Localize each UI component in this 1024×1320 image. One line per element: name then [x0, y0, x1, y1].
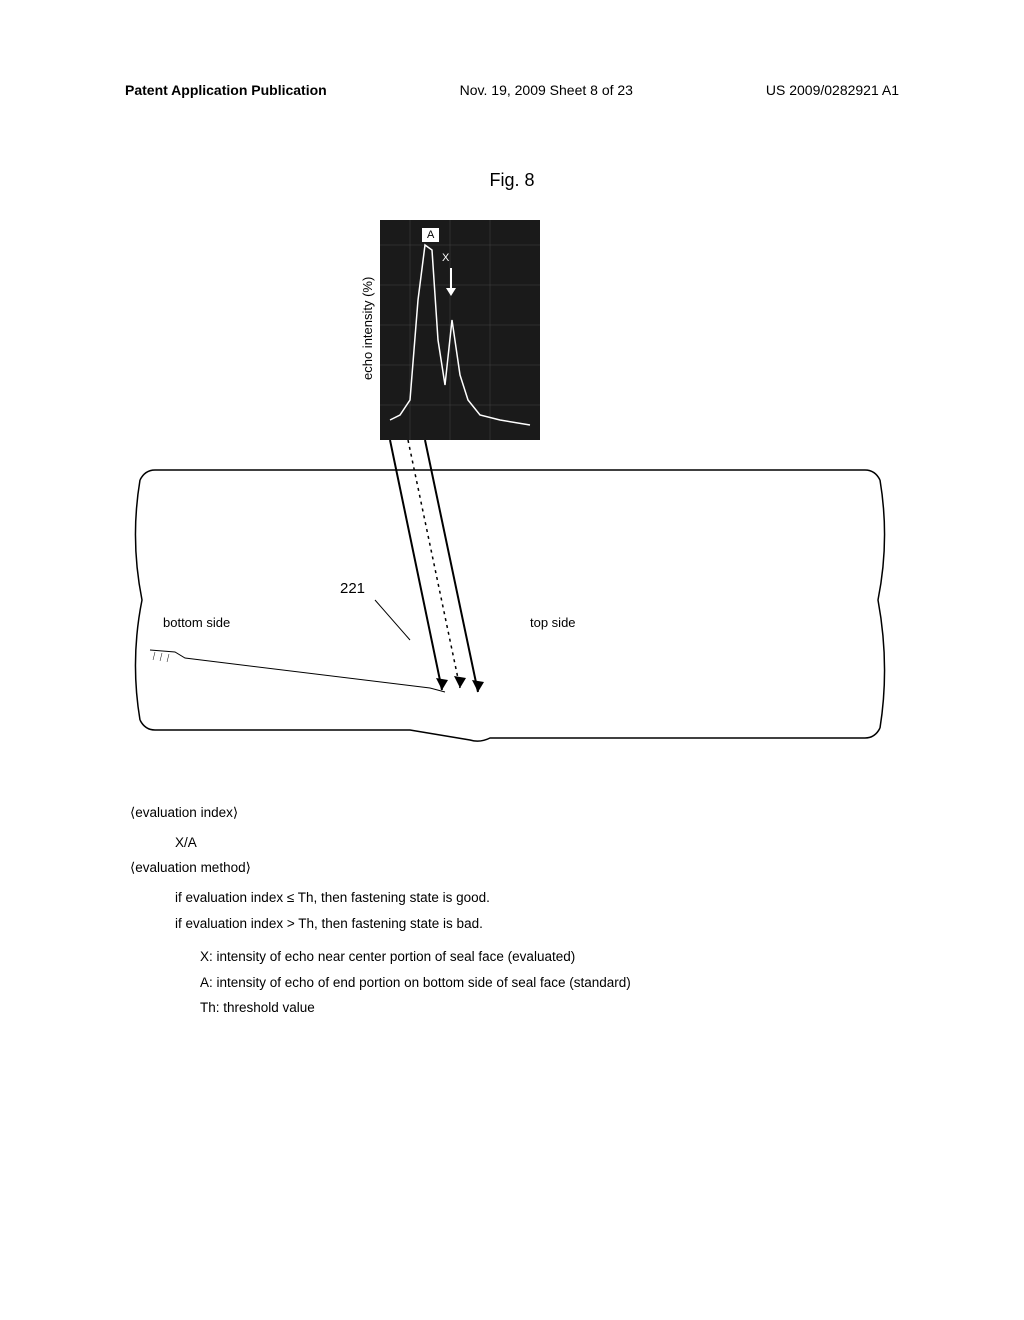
- def-th: Th: threshold value: [130, 995, 894, 1021]
- header-center: Nov. 19, 2009 Sheet 8 of 23: [460, 82, 633, 98]
- page-header: Patent Application Publication Nov. 19, …: [0, 82, 1024, 98]
- bottom-side-label: bottom side: [163, 615, 230, 630]
- figure-title: Fig. 8: [0, 170, 1024, 191]
- pipe-cross-section: [130, 440, 890, 750]
- cross-section-diagram: 221 bottom side top side: [130, 440, 890, 750]
- arrow-down-icon: [444, 268, 458, 296]
- diagram-area: echo intensity (%) A X: [130, 220, 890, 750]
- echo-waveform: [380, 220, 540, 440]
- marker-a-label: A: [422, 228, 439, 242]
- ref-number-221: 221: [340, 580, 365, 597]
- eval-method-heading: ⟨evaluation method⟩: [130, 855, 894, 881]
- evaluation-text: ⟨evaluation index⟩ X/A ⟨evaluation metho…: [130, 800, 894, 1021]
- eval-rule-good: if evaluation index ≤ Th, then fastening…: [130, 885, 894, 911]
- echo-intensity-chart: A X: [380, 220, 540, 440]
- eval-index-heading: ⟨evaluation index⟩: [130, 800, 894, 826]
- y-axis-label: echo intensity (%): [360, 277, 375, 380]
- header-right: US 2009/0282921 A1: [766, 82, 899, 98]
- def-a: A: intensity of echo of end portion on b…: [130, 970, 894, 996]
- top-side-label: top side: [530, 615, 576, 630]
- def-x: X: intensity of echo near center portion…: [130, 944, 894, 970]
- eval-rule-bad: if evaluation index > Th, then fastening…: [130, 911, 894, 937]
- eval-index-value: X/A: [130, 830, 894, 856]
- marker-x-label: X: [442, 252, 449, 264]
- header-left: Patent Application Publication: [125, 82, 327, 98]
